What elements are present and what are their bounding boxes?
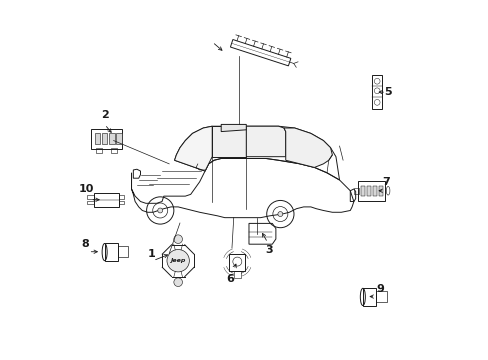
Bar <box>119 195 124 199</box>
Bar <box>118 246 128 257</box>
Bar <box>360 186 365 196</box>
Polygon shape <box>284 128 332 167</box>
Bar <box>109 134 114 144</box>
Text: 2: 2 <box>101 111 108 121</box>
Bar <box>119 201 124 204</box>
Text: 10: 10 <box>79 184 94 194</box>
Bar <box>233 271 241 278</box>
Bar <box>87 201 94 204</box>
Circle shape <box>277 212 282 216</box>
Polygon shape <box>246 126 285 157</box>
Bar <box>353 188 358 194</box>
Bar <box>102 134 107 144</box>
Polygon shape <box>212 126 246 157</box>
Bar <box>366 186 370 196</box>
Text: Jeep: Jeep <box>170 258 185 263</box>
Circle shape <box>174 278 182 287</box>
Bar <box>376 291 386 302</box>
Bar <box>87 195 94 199</box>
Text: 7: 7 <box>382 177 389 187</box>
Text: 9: 9 <box>376 284 384 294</box>
Bar <box>116 134 122 144</box>
Bar <box>96 148 102 153</box>
Bar <box>372 186 377 196</box>
Text: 8: 8 <box>81 239 89 249</box>
Polygon shape <box>174 126 212 171</box>
Bar <box>95 134 100 144</box>
Text: 3: 3 <box>265 245 273 255</box>
Bar <box>111 148 117 153</box>
Polygon shape <box>221 125 246 132</box>
Circle shape <box>166 249 189 272</box>
Bar <box>378 186 383 196</box>
Circle shape <box>158 208 163 213</box>
Text: 1: 1 <box>147 248 155 258</box>
Text: 5: 5 <box>384 87 391 97</box>
Circle shape <box>174 235 182 243</box>
Text: 6: 6 <box>226 274 234 284</box>
